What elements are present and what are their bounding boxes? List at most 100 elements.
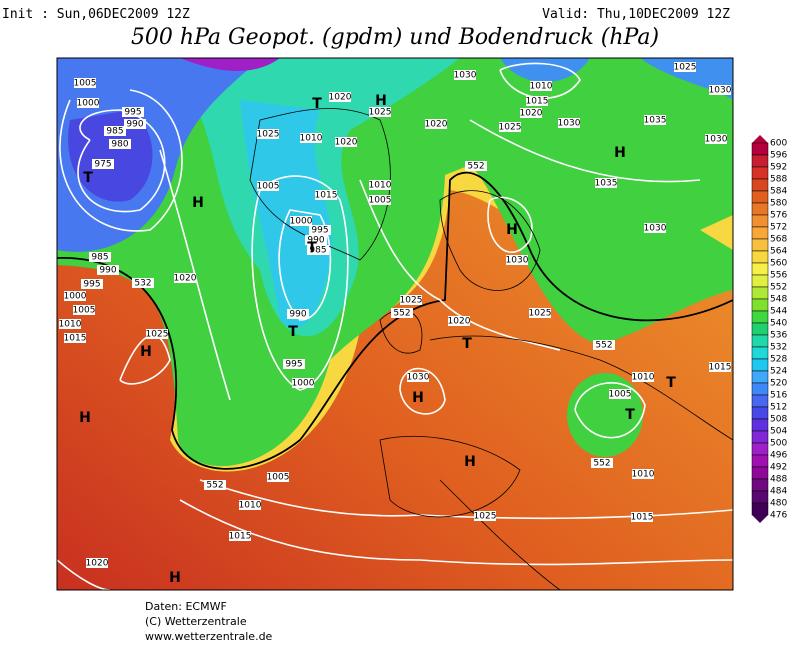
isobar-label: 1015: [709, 363, 732, 373]
label-bg: [104, 126, 126, 136]
colorbar-cell: [751, 394, 769, 408]
yellow-ne: [700, 215, 733, 250]
colorbar-label: 564: [770, 247, 787, 257]
isobar-label: 1000: [77, 99, 100, 109]
isobar-label: 995: [124, 108, 141, 118]
isobar-label: 1015: [631, 513, 654, 523]
colorbar-cell: [751, 322, 769, 336]
isobar: [487, 196, 533, 253]
colorbar-cell: [751, 454, 769, 468]
colorbar-label: 520: [770, 379, 787, 389]
isobar-label: 1020: [174, 274, 197, 284]
label-bg: [329, 92, 351, 102]
colorbar-cell: [751, 442, 769, 456]
isobar: [278, 209, 332, 321]
label-bg: [591, 458, 613, 468]
colorbar-label: 556: [770, 271, 787, 281]
colorbar-cell: [751, 502, 769, 516]
colorbar-cell: [751, 202, 769, 216]
label-bg: [526, 96, 548, 106]
pressure-center: T: [666, 375, 676, 391]
label-bg: [644, 223, 666, 233]
isobar-label: 1010: [239, 501, 262, 511]
label-bg: [74, 78, 96, 88]
colorbar-cell: [751, 214, 769, 228]
label-bg: [709, 85, 731, 95]
map-frame: [56, 57, 734, 591]
isobar-label: 1025: [369, 108, 392, 118]
isobar-label: 1005: [267, 473, 290, 483]
colorbar-cell: [751, 250, 769, 264]
colorbar-label: 560: [770, 259, 787, 269]
colorbar-label: 544: [770, 307, 787, 317]
colorbar-label: 600: [770, 139, 787, 149]
isobar-label: 1025: [499, 123, 522, 133]
label-bg: [146, 329, 168, 339]
init-time: Init : Sun,06DEC2009 12Z: [2, 7, 190, 22]
label-bg: [267, 472, 289, 482]
isobar-label: 552: [206, 481, 223, 491]
isobar-label: 1015: [229, 532, 252, 542]
label-bg: [644, 115, 666, 125]
isobar-label: 1030: [709, 86, 732, 96]
colorbar-cell: [751, 154, 769, 168]
colorbar-label: 584: [770, 187, 787, 197]
label-bg: [239, 500, 261, 510]
label-bg: [609, 389, 631, 399]
isobar: [399, 367, 446, 415]
pressure-center: H: [412, 390, 424, 406]
isobar-label: 1025: [146, 330, 169, 340]
colorbar-label: 496: [770, 451, 787, 461]
label-bg: [558, 118, 580, 128]
label-bg: [64, 291, 86, 301]
label-bg: [709, 362, 731, 372]
colorbar-label: 596: [770, 151, 787, 161]
isobar-label: 1030: [407, 373, 430, 383]
label-bg: [257, 129, 279, 139]
colorbar-label: 592: [770, 163, 787, 173]
isobar-label: 1030: [558, 119, 581, 129]
label-bg: [705, 134, 727, 144]
isobar-label: 1000: [292, 379, 315, 389]
isobar-label: 1000: [290, 217, 313, 227]
isobar-label: 1035: [595, 179, 618, 189]
isobar-label: 1010: [59, 320, 82, 330]
isobar-label: 1020: [425, 120, 448, 130]
colorbar-cell: [751, 286, 769, 300]
low-core: [68, 110, 153, 202]
label-bg: [465, 161, 487, 171]
isobar: [251, 175, 349, 391]
isobar-label: 1010: [632, 470, 655, 480]
colorbar-cell: [751, 382, 769, 396]
label-bg: [305, 235, 327, 245]
label-bg: [530, 81, 552, 91]
label-bg: [506, 255, 528, 265]
isobar-label: 975: [94, 160, 111, 170]
isobar-label: 990: [307, 236, 324, 246]
label-bg: [407, 372, 429, 382]
label-bg: [391, 308, 413, 318]
label-bg: [64, 333, 86, 343]
label-bg: [632, 372, 654, 382]
valid-time: Valid: Thu,10DEC2009 12Z: [542, 7, 730, 22]
pressure-center: H: [464, 454, 476, 470]
label-bg: [499, 122, 521, 132]
isobar: [179, 499, 733, 566]
label-bg: [124, 119, 146, 129]
isobar-label: 1020: [335, 138, 358, 148]
isobar-label: 1010: [632, 373, 655, 383]
footer-copyright: (C) Wetterzentrale: [145, 615, 247, 628]
label-bg: [59, 319, 81, 329]
isobar-label: 1020: [448, 317, 471, 327]
isobar-label: 1010: [300, 134, 323, 144]
isobar-label: 1020: [329, 93, 352, 103]
label-bg: [81, 279, 103, 289]
colorbar-label: 580: [770, 199, 787, 209]
isobar-label: 1000: [64, 292, 87, 302]
isobar-label: 990: [126, 120, 143, 130]
colorbar-cell: [751, 226, 769, 240]
isobar-label: 1015: [315, 191, 338, 201]
label-bg: [97, 265, 119, 275]
isobar-label: 1035: [644, 116, 667, 126]
